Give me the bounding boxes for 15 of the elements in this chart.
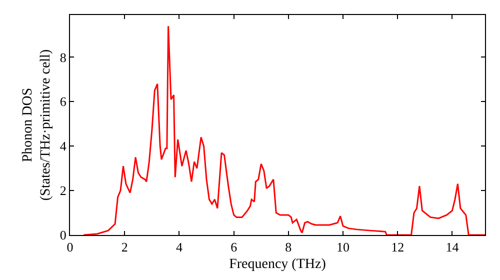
- x-tick-label: 14: [446, 240, 460, 255]
- y-tick-label: 0: [60, 228, 66, 243]
- x-tick-label: 12: [391, 240, 404, 255]
- y-tick-label: 8: [60, 50, 66, 65]
- line-series: [82, 25, 485, 235]
- x-tick-label: 8: [285, 240, 292, 255]
- x-tick-label: 10: [336, 240, 350, 255]
- x-tick-label: 6: [230, 240, 238, 255]
- y-axis-title: Phonon DOS (States/THz·primitive cell): [20, 49, 54, 201]
- y-tick-label: 6: [60, 94, 67, 110]
- x-tick-label: 2: [121, 240, 128, 255]
- x-axis-title: Frequency (THz): [229, 256, 326, 272]
- y-tick-label: 2: [60, 183, 66, 198]
- x-tick-label: 4: [176, 240, 183, 255]
- y-tick-label: 4: [60, 138, 67, 154]
